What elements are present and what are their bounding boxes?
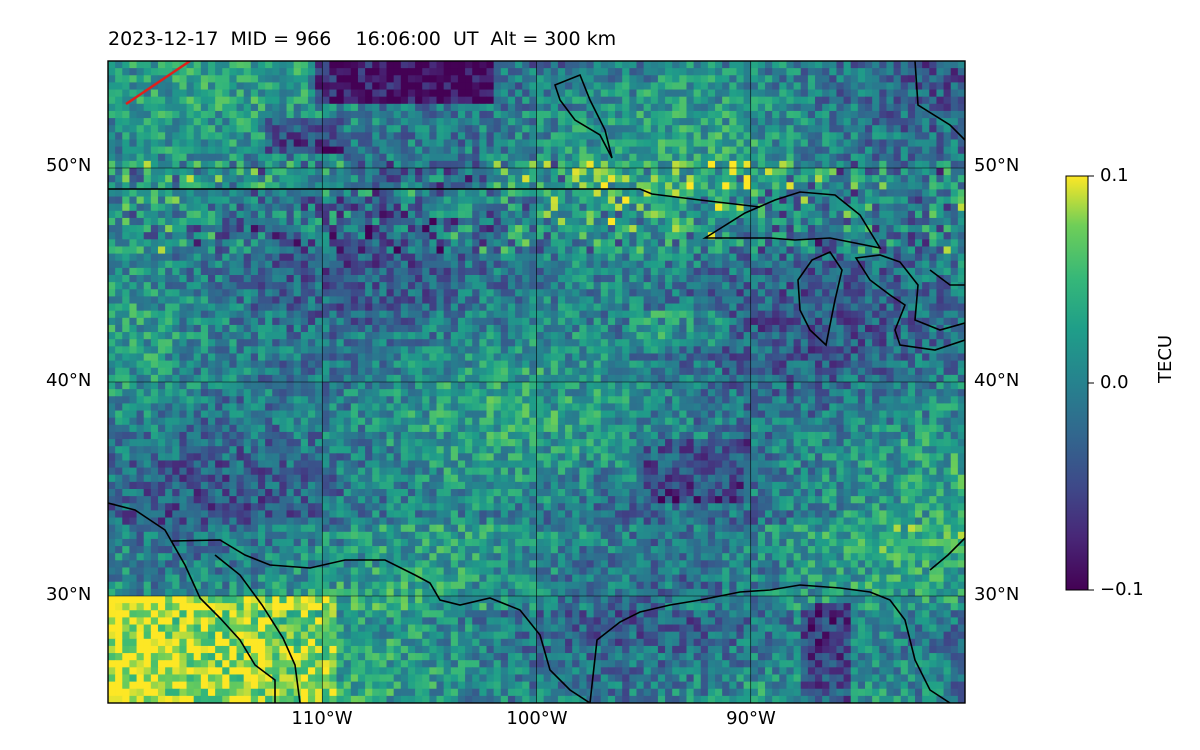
- lat-label-left-30: 30°N: [46, 584, 92, 605]
- lon-label-90w: 90°W: [726, 708, 776, 729]
- colorbar-ticks: [1088, 175, 1094, 591]
- gulf-of-california: [214, 554, 301, 703]
- lat-label-right-40: 40°N: [974, 370, 1020, 391]
- canada-us-border: [108, 188, 761, 208]
- colorbar-tick-min: −0.1: [1100, 579, 1144, 600]
- map-frame: [107, 60, 966, 704]
- lon-label-110w: 110°W: [291, 708, 353, 729]
- lake-superior: [702, 191, 882, 250]
- lake-huron-erie: [854, 254, 965, 351]
- hudson-bay-east: [914, 61, 965, 141]
- lake-michigan: [797, 250, 843, 347]
- lat-label-right-50: 50°N: [974, 155, 1020, 176]
- colorbar-label: TECU: [1155, 334, 1176, 383]
- colorbar-tick-zero: 0.0: [1100, 372, 1129, 393]
- lake-ontario: [929, 269, 965, 286]
- gulf-coast: [589, 584, 951, 703]
- us-mexico-border: [171, 539, 591, 703]
- satellite-track: [125, 61, 191, 106]
- florida: [929, 537, 965, 571]
- colorbar: [1065, 175, 1089, 591]
- pacific-coast: [108, 502, 276, 703]
- figure-title: 2023-12-17 MID = 966 16:06:00 UT Alt = 3…: [108, 28, 617, 50]
- lat-label-left-40: 40°N: [46, 370, 92, 391]
- coastlines: [108, 61, 965, 703]
- tec-heatmap: [108, 61, 965, 703]
- lat-label-left-50: 50°N: [46, 155, 92, 176]
- gridlines: [108, 61, 965, 703]
- hudson-bay-coast: [554, 73, 613, 159]
- lat-label-right-30: 30°N: [974, 584, 1020, 605]
- colorbar-tick-max: 0.1: [1100, 165, 1129, 186]
- lon-label-100w: 100°W: [506, 708, 568, 729]
